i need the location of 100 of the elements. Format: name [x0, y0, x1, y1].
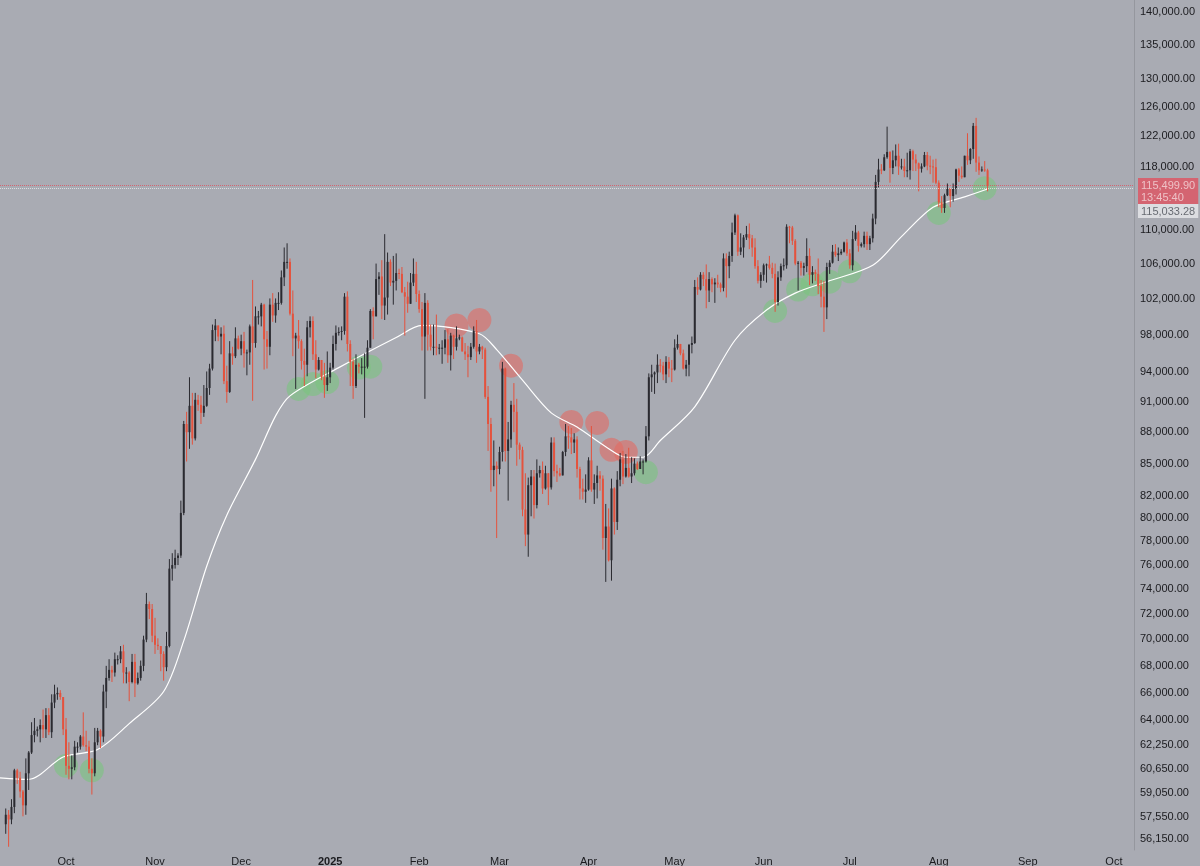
y-tick-label: 94,000.00: [1140, 365, 1189, 378]
x-tick-label: Jul: [842, 854, 857, 866]
candlestick: [435, 314, 438, 356]
candlestick: [909, 148, 912, 181]
y-tick-label: 57,550.00: [1140, 809, 1189, 822]
x-tick-label: Apr: [579, 854, 598, 866]
y-tick-label: 126,000.00: [1140, 100, 1196, 113]
candlestick: [880, 163, 883, 175]
candlestick: [604, 503, 607, 583]
y-tick-label: 88,000.00: [1140, 425, 1189, 438]
y-tick-label: 60,650.00: [1140, 762, 1189, 775]
candlestick: [547, 472, 550, 506]
candlestick: [739, 232, 742, 256]
point: [585, 410, 610, 435]
candlestick: [4, 807, 7, 835]
y-tick-label: 68,000.00: [1140, 658, 1189, 671]
candlestick: [220, 326, 223, 355]
ref-line-label: 115,499.90 13:45:40: [1141, 179, 1196, 204]
candlestick: [705, 263, 708, 309]
x-tick-label: Sep: [1017, 854, 1038, 866]
y-tick-label: 91,000.00: [1140, 394, 1189, 407]
candlestick: [389, 258, 392, 287]
x-tick-label: Nov: [145, 854, 166, 866]
candlestick: [128, 670, 131, 702]
y-tick-label: 64,000.00: [1140, 713, 1189, 726]
candlestick: [903, 158, 906, 178]
candlestick: [673, 338, 676, 371]
ref-line-label: 115,033.28: [1141, 205, 1196, 218]
x-tick-label: Feb: [409, 854, 429, 866]
y-tick-label: 122,000.00: [1140, 129, 1196, 142]
x-tick-label: May: [664, 854, 686, 866]
candlestick: [47, 707, 50, 736]
x-tick-label: Aug: [928, 854, 949, 866]
candlestick: [659, 358, 662, 373]
candlestick: [662, 361, 665, 381]
candlestick: [452, 334, 455, 360]
y-tick-label: 74,000.00: [1140, 581, 1189, 594]
candlestick: [73, 740, 76, 771]
candlestick: [326, 350, 329, 392]
candlestick: [917, 162, 920, 192]
y-tick-label: 130,000.00: [1140, 72, 1196, 84]
y-tick-label: 106,000.00: [1140, 256, 1196, 269]
candlestick: [986, 168, 989, 192]
candlestick: [372, 306, 375, 340]
candlestick: [627, 447, 630, 479]
candlestick: [949, 187, 952, 208]
y-tick-label: 62,250.00: [1140, 738, 1189, 751]
candlestick: [113, 652, 116, 678]
candlestick: [82, 711, 85, 748]
candlestick: [972, 122, 975, 160]
y-tick-label: 85,000.00: [1140, 456, 1189, 469]
x-tick-label: Jun: [754, 854, 773, 866]
candlestick: [360, 357, 363, 375]
y-tick-label: 102,000.00: [1140, 291, 1196, 304]
x-tick-label: Oct: [1105, 854, 1123, 866]
y-tick-label: 110,000.00: [1140, 223, 1195, 236]
candlestick: [125, 666, 128, 684]
x-tick-label: 2025: [317, 854, 343, 866]
y-tick-label: 66,000.00: [1140, 685, 1189, 698]
candlestick: [449, 332, 452, 371]
candlestick: [665, 355, 668, 384]
x-tick-label: Oct: [57, 854, 75, 866]
candlestick: [357, 362, 360, 374]
candlestick: [573, 432, 576, 454]
x-tick-label: Mar: [490, 854, 510, 866]
candlestick: [748, 222, 751, 250]
candlestick: [567, 425, 570, 450]
candlestick: [162, 650, 165, 682]
candlestick: [432, 324, 435, 356]
candlestick: [670, 359, 673, 383]
candlestick: [822, 280, 825, 333]
y-tick-label: 140,000.00: [1140, 4, 1196, 17]
candlestick: [323, 362, 326, 399]
candlestick: [682, 349, 685, 371]
candlestick: [866, 231, 869, 251]
candlestick: [957, 167, 960, 183]
y-tick-label: 118,000.00: [1140, 159, 1195, 172]
candlestick: [906, 152, 909, 178]
x-tick-label: Dec: [231, 854, 252, 866]
candlestick: [725, 252, 728, 299]
point: [467, 308, 492, 332]
candlestick: [495, 460, 498, 539]
candlestick: [133, 653, 136, 698]
y-tick-label: 98,000.00: [1140, 327, 1189, 340]
candlestick: [185, 411, 188, 462]
y-tick-label: 82,000.00: [1140, 489, 1189, 502]
candlestick: [788, 225, 791, 244]
candlestick: [980, 165, 983, 173]
candlestick: [805, 237, 808, 273]
candlestick: [926, 151, 929, 171]
y-tick-label: 70,000.00: [1140, 632, 1189, 645]
candlestick: [240, 334, 243, 356]
candlestick: [260, 302, 263, 327]
candlestick: [466, 345, 469, 378]
candlestick: [392, 255, 395, 306]
candlestick: [544, 465, 547, 491]
y-tick-label: 78,000.00: [1140, 534, 1189, 547]
candlestick: [406, 281, 409, 314]
y-tick-label: 76,000.00: [1140, 557, 1189, 570]
y-tick-label: 72,000.00: [1140, 606, 1189, 619]
